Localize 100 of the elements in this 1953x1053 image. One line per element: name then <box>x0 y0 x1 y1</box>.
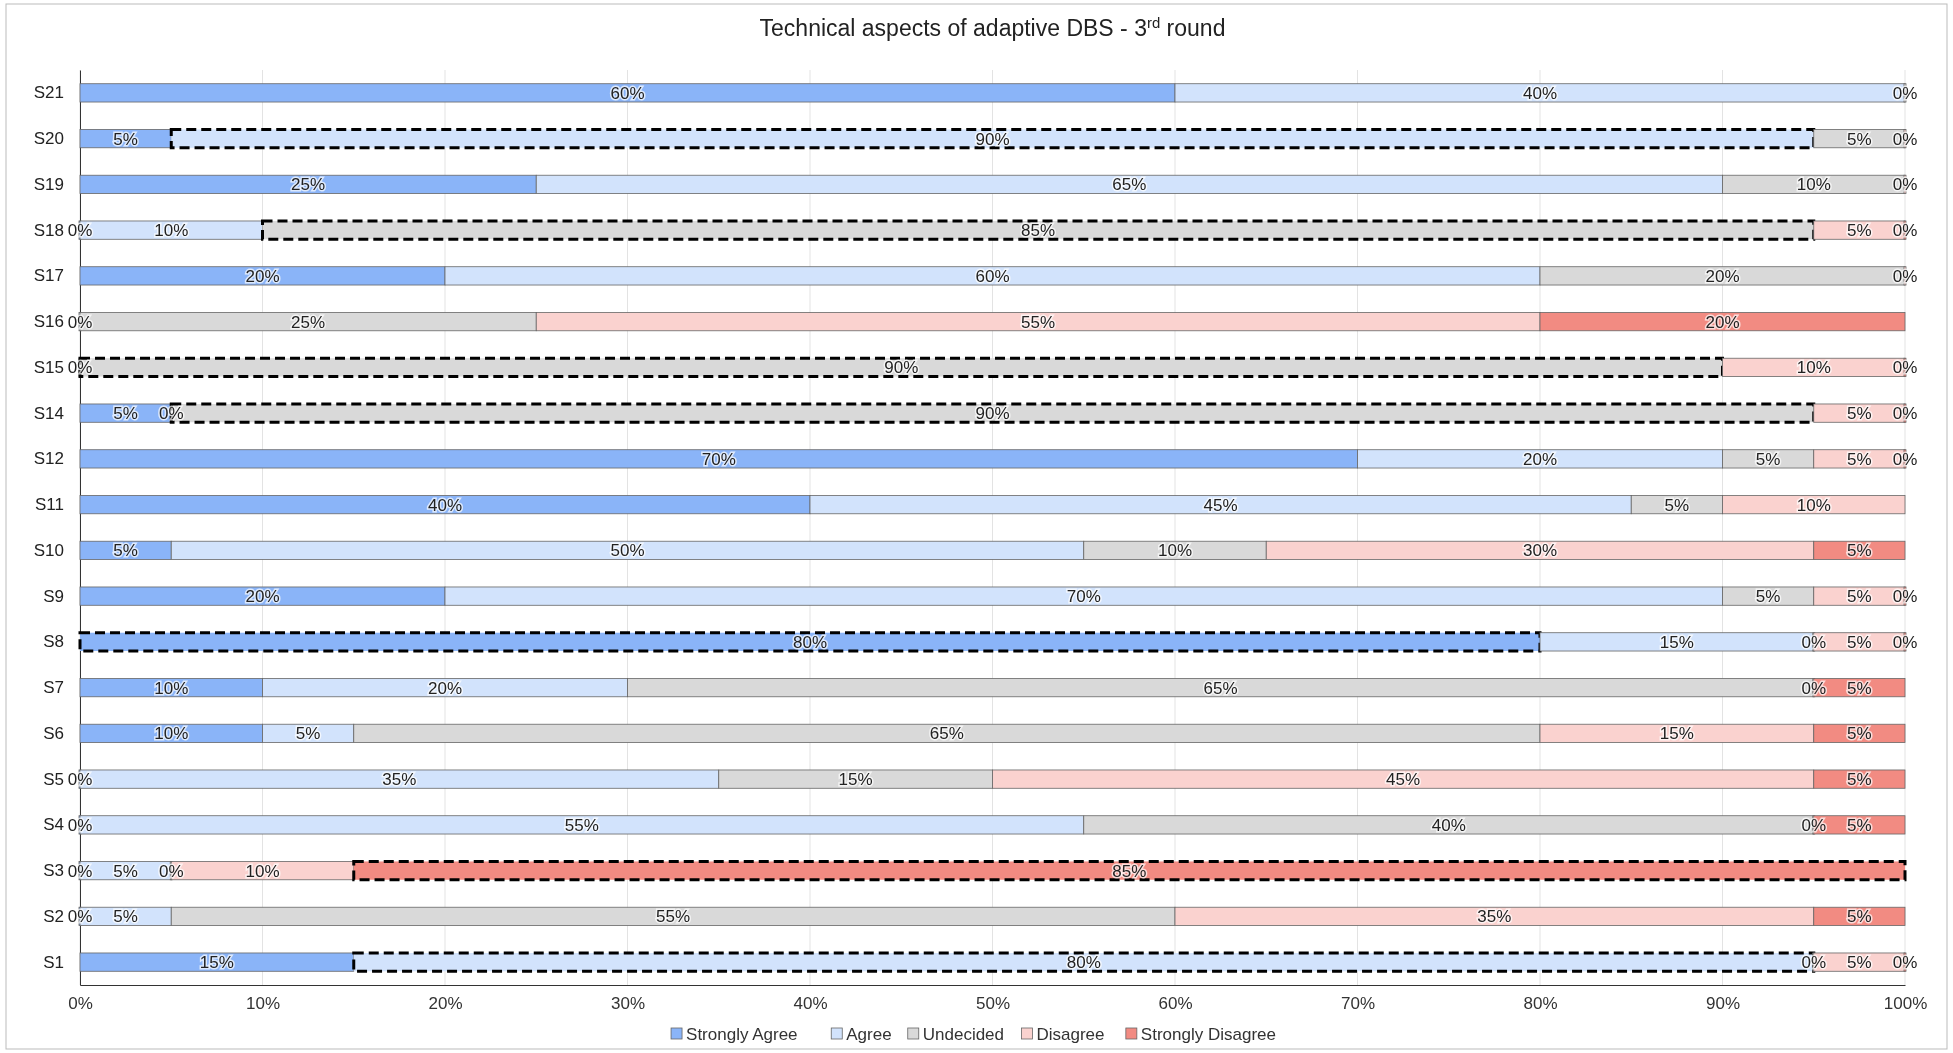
x-tick-label: 80% <box>1523 994 1558 1014</box>
y-tick-label: S1 <box>43 952 64 972</box>
data-label: 15% <box>1659 724 1694 744</box>
y-tick-label: S3 <box>43 861 64 881</box>
y-tick-label: S14 <box>33 403 64 423</box>
y-tick-label: S7 <box>43 678 64 698</box>
data-label: 20% <box>245 266 280 286</box>
data-label: 45% <box>1203 495 1238 515</box>
data-label: 10% <box>154 221 189 241</box>
data-label: 40% <box>1431 815 1466 835</box>
data-label: 70% <box>701 449 736 469</box>
data-label: 0% <box>1892 266 1918 286</box>
data-label: 60% <box>610 84 645 103</box>
data-label: 0% <box>1892 449 1918 469</box>
data-label: 10% <box>154 724 189 744</box>
data-label: 5% <box>1847 724 1872 744</box>
data-label: 5% <box>1847 770 1872 790</box>
x-tick-label: 60% <box>1158 994 1193 1014</box>
data-label: 15% <box>838 770 873 790</box>
data-label: 5% <box>295 724 321 744</box>
legend-label: Strongly Agree <box>686 1024 798 1044</box>
data-label: 0% <box>1892 632 1918 652</box>
x-tick-label: 90% <box>1705 994 1741 1014</box>
y-tick-label: S21 <box>33 83 64 103</box>
data-label: 0% <box>1892 175 1918 195</box>
data-label: 10% <box>245 861 280 881</box>
data-label: 0% <box>67 907 93 927</box>
data-label: 5% <box>1847 678 1872 698</box>
data-label: 90% <box>884 358 919 378</box>
data-label: 0% <box>1892 221 1918 241</box>
y-tick-label: S15 <box>33 357 64 377</box>
data-label: 30% <box>1522 541 1558 561</box>
data-label: 35% <box>1477 907 1512 927</box>
y-tick-label: S20 <box>33 129 64 149</box>
x-tick-label: 10% <box>245 994 281 1014</box>
data-label: 5% <box>1847 587 1872 607</box>
data-label: 5% <box>1847 541 1872 561</box>
y-tick-label: S5 <box>43 769 64 789</box>
y-tick-label: S16 <box>33 312 64 332</box>
data-label: 0% <box>1801 815 1827 835</box>
data-label: 0% <box>1801 953 1827 973</box>
legend-label: Disagree <box>1036 1024 1105 1044</box>
data-label: 25% <box>291 312 326 332</box>
data-label: 5% <box>113 404 138 424</box>
data-label: 0% <box>1801 678 1827 698</box>
data-label: 5% <box>113 861 138 881</box>
data-label: 65% <box>1112 175 1147 195</box>
data-label: 5% <box>1847 953 1872 973</box>
x-tick-label: 50% <box>975 994 1011 1014</box>
data-label: 50% <box>610 541 645 561</box>
data-label: 5% <box>1847 907 1872 927</box>
data-label: 5% <box>1847 632 1872 652</box>
data-label: 55% <box>1021 312 1056 332</box>
data-label: 80% <box>1066 953 1101 973</box>
data-label: 0% <box>1892 953 1918 973</box>
data-label: 0% <box>67 312 93 332</box>
data-label: 10% <box>1796 358 1831 378</box>
data-label: 5% <box>1847 449 1872 469</box>
y-tick-label: S19 <box>33 174 64 194</box>
data-label: 90% <box>975 404 1010 424</box>
data-label: 10% <box>154 678 189 698</box>
data-label: 15% <box>199 953 234 973</box>
y-tick-label: S10 <box>33 540 64 560</box>
data-label: 0% <box>1801 632 1827 652</box>
data-label: 80% <box>792 632 828 652</box>
data-label: 5% <box>1847 404 1872 424</box>
data-label: 0% <box>67 815 93 835</box>
data-label: 70% <box>1066 587 1101 607</box>
y-tick-label: S17 <box>33 266 64 286</box>
data-label: 5% <box>1755 449 1781 469</box>
data-label: 65% <box>1203 678 1238 698</box>
data-label: 0% <box>158 861 184 881</box>
data-label: 45% <box>1386 770 1421 790</box>
data-label: 20% <box>1705 266 1740 286</box>
data-label: 0% <box>1892 84 1918 103</box>
y-tick-label: S6 <box>43 723 64 743</box>
data-label: 5% <box>1847 815 1872 835</box>
data-label: 40% <box>1522 84 1558 103</box>
x-tick-label: 70% <box>1340 994 1376 1014</box>
data-label: 60% <box>975 266 1010 286</box>
y-tick-label: S11 <box>35 495 64 515</box>
x-tick-label: 0% <box>68 994 93 1014</box>
x-tick-label: 100% <box>1883 994 1928 1014</box>
data-label: 0% <box>158 404 184 424</box>
data-label: 10% <box>1796 495 1831 515</box>
data-label: 15% <box>1659 632 1694 652</box>
legend-label: Undecided <box>922 1024 1005 1044</box>
data-label: 55% <box>656 907 691 927</box>
y-tick-label: S2 <box>43 906 64 926</box>
data-label: 40% <box>427 495 463 515</box>
data-label: 20% <box>245 587 280 607</box>
data-label: 0% <box>67 770 93 790</box>
data-label: 0% <box>67 221 93 241</box>
data-label: 35% <box>382 770 417 790</box>
data-label: 5% <box>1847 129 1872 149</box>
y-tick-label: S9 <box>43 586 64 606</box>
data-label: 5% <box>113 541 138 561</box>
y-tick-label: S12 <box>33 449 64 469</box>
data-label: 90% <box>975 129 1010 149</box>
data-label: 20% <box>1522 449 1558 469</box>
